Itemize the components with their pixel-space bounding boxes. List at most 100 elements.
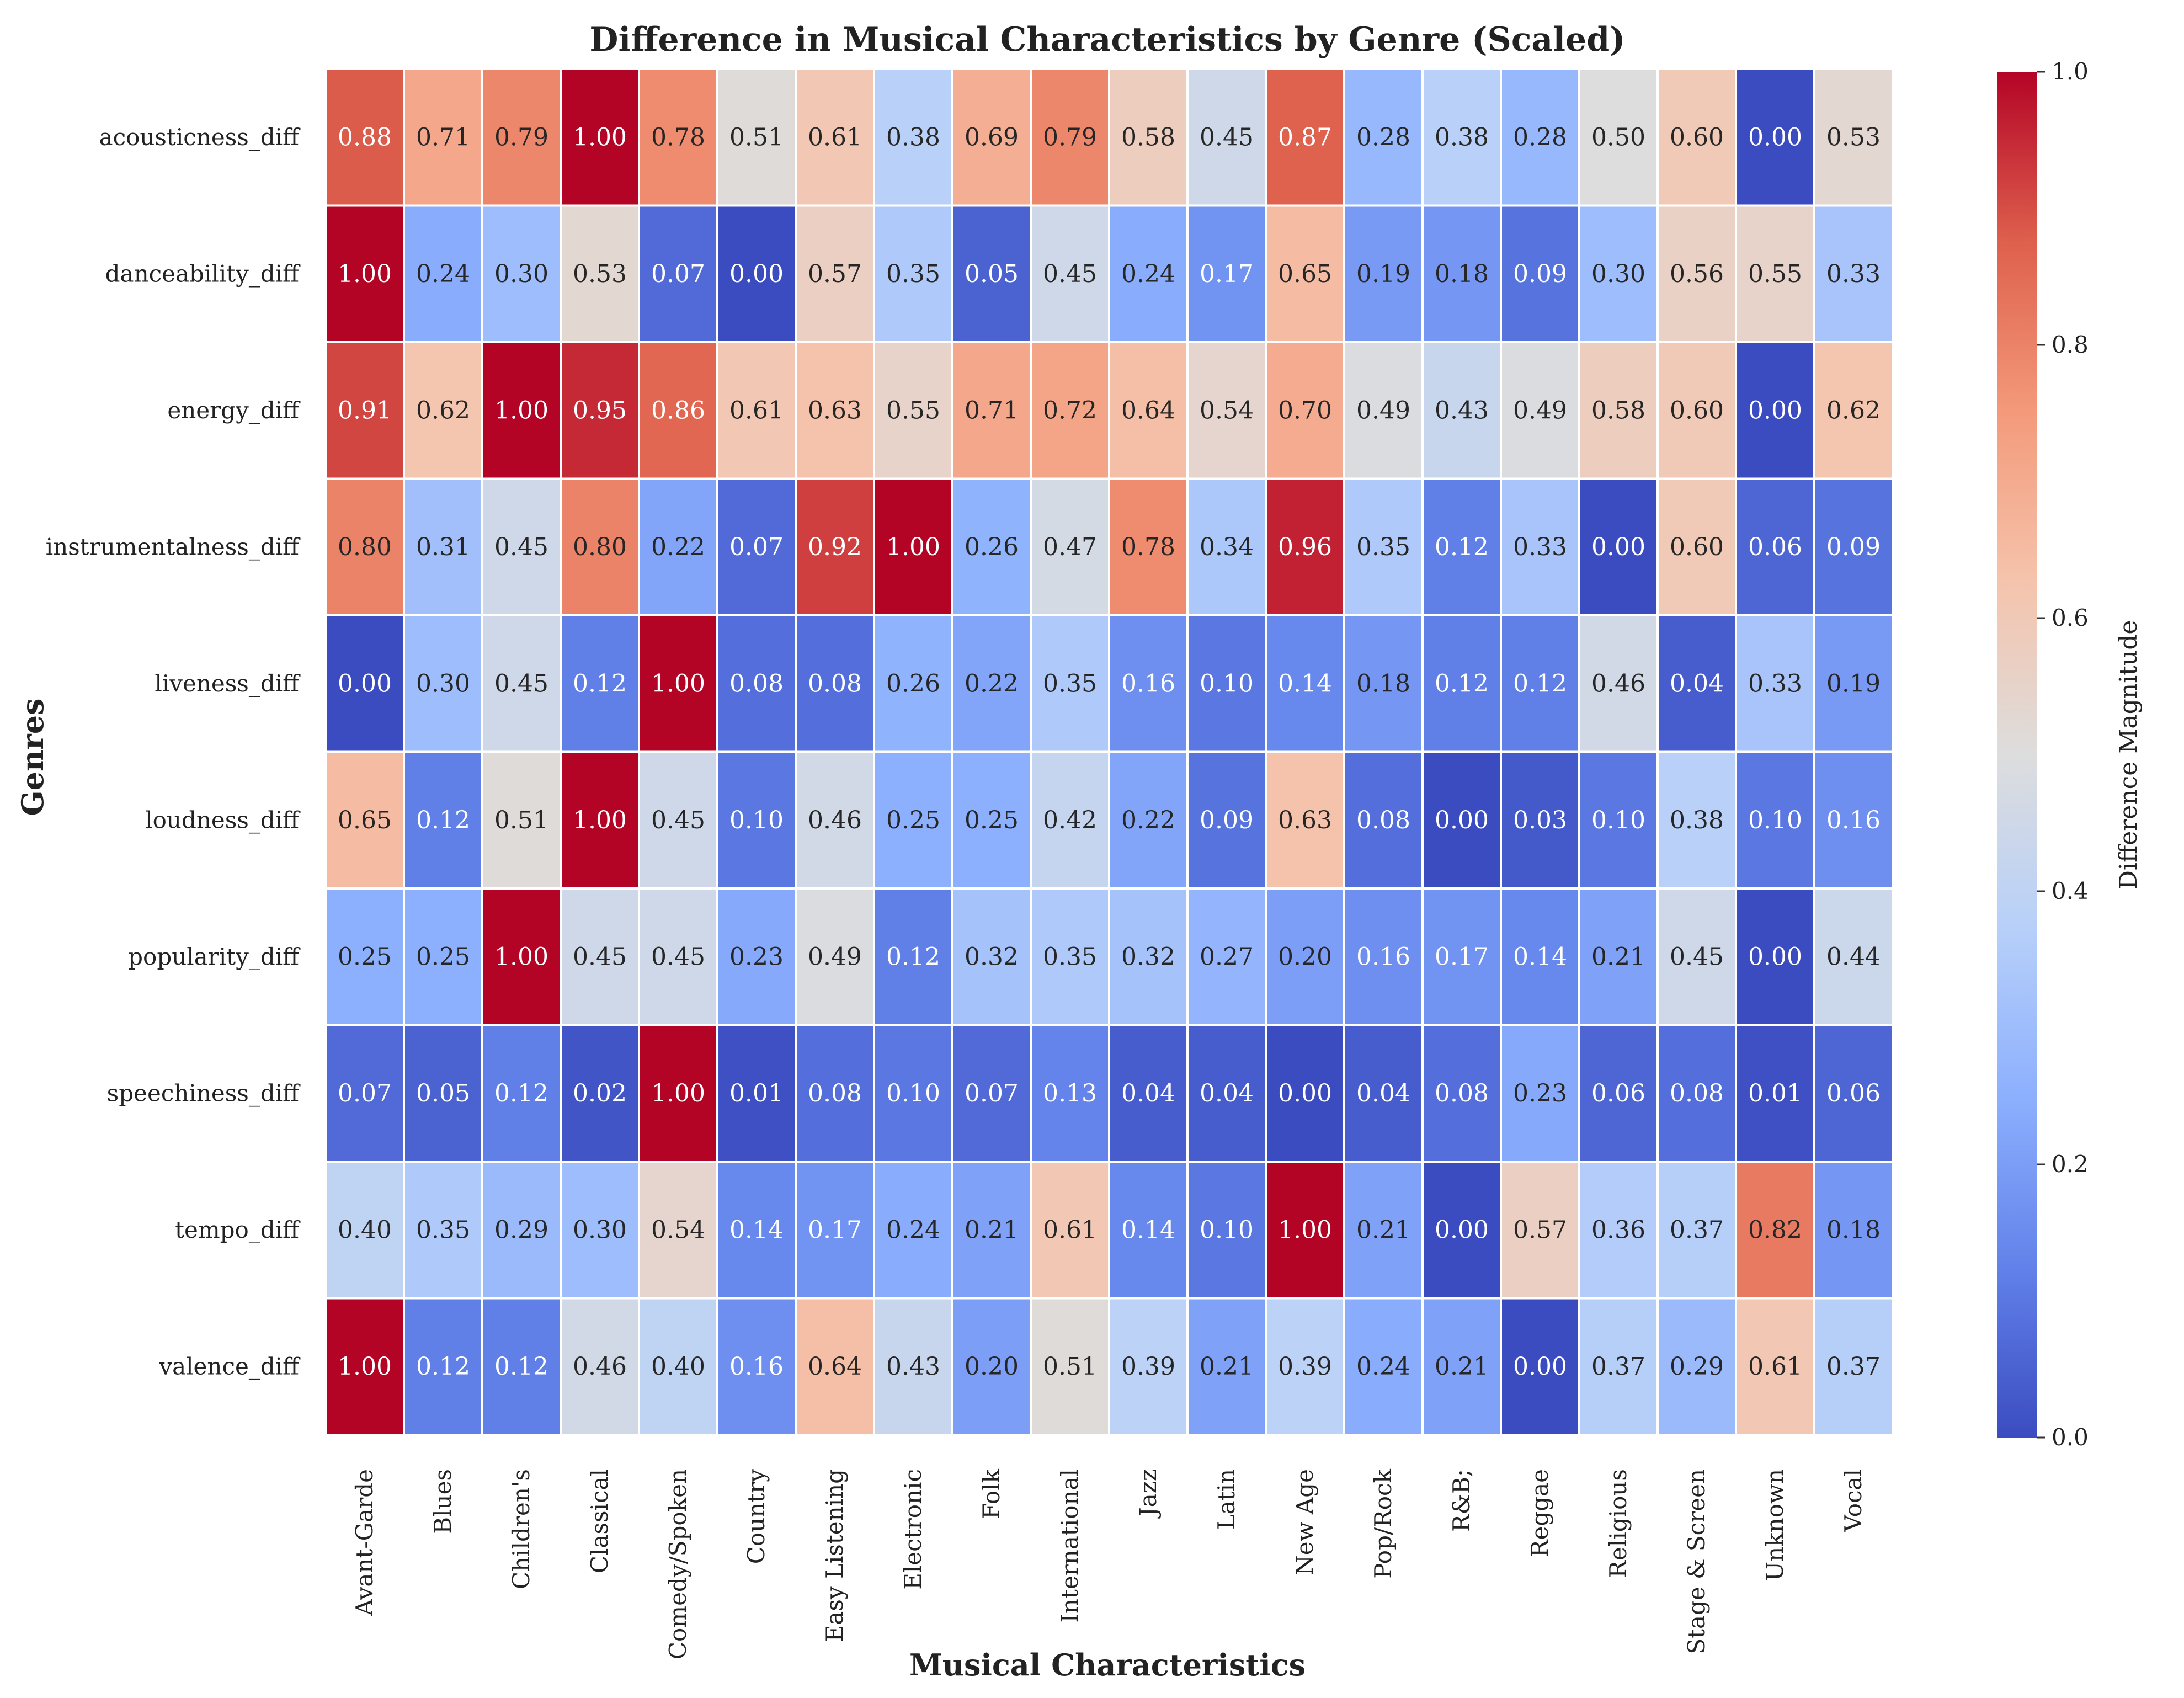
cell-value-label: 0.61 bbox=[1043, 1216, 1097, 1244]
cell-value-label: 0.00 bbox=[1748, 943, 1802, 971]
heatmap-cell-valence-diff-r-b bbox=[1421, 1297, 1502, 1436]
heatmap-cell-popularity-diff-latin bbox=[1186, 887, 1267, 1026]
cell-value-label: 0.47 bbox=[1043, 533, 1097, 561]
heatmap-cell-instrumentalness-diff-international bbox=[1030, 477, 1110, 616]
heatmap-cell-acousticness-diff-avant-garde bbox=[324, 68, 405, 207]
heatmap-cell-energy-diff-new-age bbox=[1265, 341, 1345, 480]
cell-value-label: 0.30 bbox=[573, 1216, 627, 1244]
cell-value-label: 0.12 bbox=[416, 806, 470, 834]
cell-value-label: 0.32 bbox=[1121, 943, 1175, 971]
heatmap-cell-tempo-diff-unknown bbox=[1735, 1161, 1815, 1300]
cell-value-label: 0.06 bbox=[1591, 1079, 1645, 1108]
heatmap-cell-instrumentalness-diff-easy-listening bbox=[795, 477, 875, 616]
heatmap-cell-popularity-diff-unknown bbox=[1735, 887, 1815, 1026]
row-label-speechiness-diff: speechiness_diff bbox=[107, 1079, 301, 1106]
cell-value-label: 0.46 bbox=[573, 1353, 627, 1381]
heatmap-cell-danceability-diff-electronic bbox=[873, 204, 953, 343]
cell-value-label: 0.12 bbox=[1513, 669, 1567, 698]
chart-title: Difference in Musical Characteristics by… bbox=[589, 20, 1625, 59]
cell-value-label: 0.46 bbox=[808, 806, 862, 834]
cell-value-label: 0.88 bbox=[338, 123, 392, 151]
colorbar-tick-label: 0.0 bbox=[2052, 1424, 2089, 1451]
row-label-valence-diff: valence_diff bbox=[158, 1353, 301, 1380]
heatmap-cell-loudness-diff-international bbox=[1030, 750, 1110, 890]
cell-value-label: 0.34 bbox=[1200, 533, 1254, 561]
heatmap-cell-popularity-diff-avant-garde bbox=[324, 887, 405, 1026]
heatmap-cell-energy-diff-reggae bbox=[1500, 341, 1580, 480]
heatmap-cell-speechiness-diff-easy-listening bbox=[795, 1024, 875, 1163]
heatmap-cell-loudness-diff-r-b bbox=[1421, 750, 1502, 890]
row-label-acousticness-diff: acousticness_diff bbox=[99, 124, 301, 151]
cell-value-label: 0.46 bbox=[1591, 669, 1645, 698]
heatmap-cell-instrumentalness-diff-stage-screen bbox=[1656, 477, 1737, 616]
heatmap-cell-popularity-diff-electronic bbox=[873, 887, 953, 1026]
cell-value-label: 0.24 bbox=[1356, 1353, 1410, 1381]
heatmap-cell-speechiness-diff-country bbox=[716, 1024, 797, 1163]
heatmap-cell-acousticness-diff-electronic bbox=[873, 68, 953, 207]
cell-value-label: 0.40 bbox=[651, 1353, 705, 1381]
cell-value-label: 0.17 bbox=[808, 1216, 862, 1244]
heatmap-cell-instrumentalness-diff-classical bbox=[560, 477, 640, 616]
heatmap-cell-loudness-diff-comedy-spoken bbox=[638, 750, 718, 890]
y-axis-title: Genres bbox=[15, 699, 50, 816]
heatmap-cell-instrumentalness-diff-new-age bbox=[1265, 477, 1345, 616]
cell-value-label: 0.01 bbox=[1748, 1079, 1802, 1108]
cell-value-label: 0.12 bbox=[1435, 669, 1489, 698]
heatmap-cell-popularity-diff-folk bbox=[951, 887, 1032, 1026]
cell-value-label: 0.40 bbox=[338, 1216, 392, 1244]
cell-value-label: 1.00 bbox=[338, 1353, 392, 1381]
cell-value-label: 0.10 bbox=[729, 806, 784, 834]
heatmap-cell-valence-diff-easy-listening bbox=[795, 1297, 875, 1436]
heatmap-cell-tempo-diff-new-age bbox=[1265, 1161, 1345, 1300]
cell-value-label: 0.91 bbox=[338, 396, 392, 424]
cell-value-label: 0.25 bbox=[886, 806, 940, 834]
heatmap-cell-valence-diff-reggae bbox=[1500, 1297, 1580, 1436]
heatmap-cell-valence-diff-jazz bbox=[1108, 1297, 1189, 1436]
heatmap-cell-popularity-diff-r-b bbox=[1421, 887, 1502, 1026]
cell-value-label: 0.10 bbox=[1200, 1216, 1254, 1244]
cell-value-label: 0.02 bbox=[573, 1079, 627, 1108]
cell-value-label: 0.96 bbox=[1278, 533, 1332, 561]
cell-value-label: 0.24 bbox=[886, 1216, 940, 1244]
cell-value-label: 0.43 bbox=[886, 1353, 940, 1381]
cell-value-label: 0.35 bbox=[1043, 669, 1097, 698]
column-label-electronic: Electronic bbox=[899, 1469, 926, 1590]
heatmap-cell-instrumentalness-diff-r-b bbox=[1421, 477, 1502, 616]
cell-value-label: 0.00 bbox=[1748, 396, 1802, 424]
heatmap-cell-liveness-diff-classical bbox=[560, 614, 640, 753]
column-label-stage-screen: Stage & Screen bbox=[1683, 1469, 1710, 1654]
cell-value-label: 0.16 bbox=[729, 1353, 784, 1381]
column-label-jazz: Jazz bbox=[1134, 1469, 1162, 1519]
heatmap-cell-energy-diff-r-b bbox=[1421, 341, 1502, 480]
cell-value-label: 0.78 bbox=[651, 123, 705, 151]
cell-value-label: 0.80 bbox=[573, 533, 627, 561]
cell-value-label: 0.54 bbox=[1200, 396, 1254, 424]
heatmap-cell-liveness-diff-religious bbox=[1578, 614, 1659, 753]
heatmap-cell-valence-diff-pop-rock bbox=[1343, 1297, 1424, 1436]
cell-value-label: 0.62 bbox=[416, 396, 470, 424]
cell-value-label: 0.22 bbox=[965, 669, 1019, 698]
heatmap-cell-loudness-diff-easy-listening bbox=[795, 750, 875, 890]
heatmap-cell-popularity-diff-classical bbox=[560, 887, 640, 1026]
heatmap-cell-popularity-diff-vocal bbox=[1813, 887, 1894, 1026]
cell-value-label: 0.38 bbox=[1435, 123, 1489, 151]
cell-value-label: 0.60 bbox=[1670, 123, 1724, 151]
cell-value-label: 0.09 bbox=[1200, 806, 1254, 834]
cell-value-label: 0.32 bbox=[965, 943, 1019, 971]
cell-value-label: 0.50 bbox=[1591, 123, 1645, 151]
heatmap-cell-instrumentalness-diff-electronic bbox=[873, 477, 953, 616]
heatmap-cell-acousticness-diff-vocal bbox=[1813, 68, 1894, 207]
heatmap-cell-acousticness-diff-stage-screen bbox=[1656, 68, 1737, 207]
cell-value-label: 0.60 bbox=[1670, 533, 1724, 561]
column-label-latin: Latin bbox=[1213, 1469, 1240, 1530]
cell-value-label: 0.56 bbox=[1670, 260, 1724, 288]
cell-value-label: 0.00 bbox=[1435, 806, 1489, 834]
cell-value-label: 0.03 bbox=[1513, 806, 1567, 834]
heatmap-cell-liveness-diff-unknown bbox=[1735, 614, 1815, 753]
cell-value-label: 0.45 bbox=[573, 943, 627, 971]
column-label-new-age: New Age bbox=[1291, 1469, 1318, 1575]
cell-value-label: 0.71 bbox=[965, 396, 1019, 424]
cell-value-label: 1.00 bbox=[651, 669, 705, 698]
colorbar bbox=[1997, 72, 2037, 1438]
cell-value-label: 0.21 bbox=[965, 1216, 1019, 1244]
